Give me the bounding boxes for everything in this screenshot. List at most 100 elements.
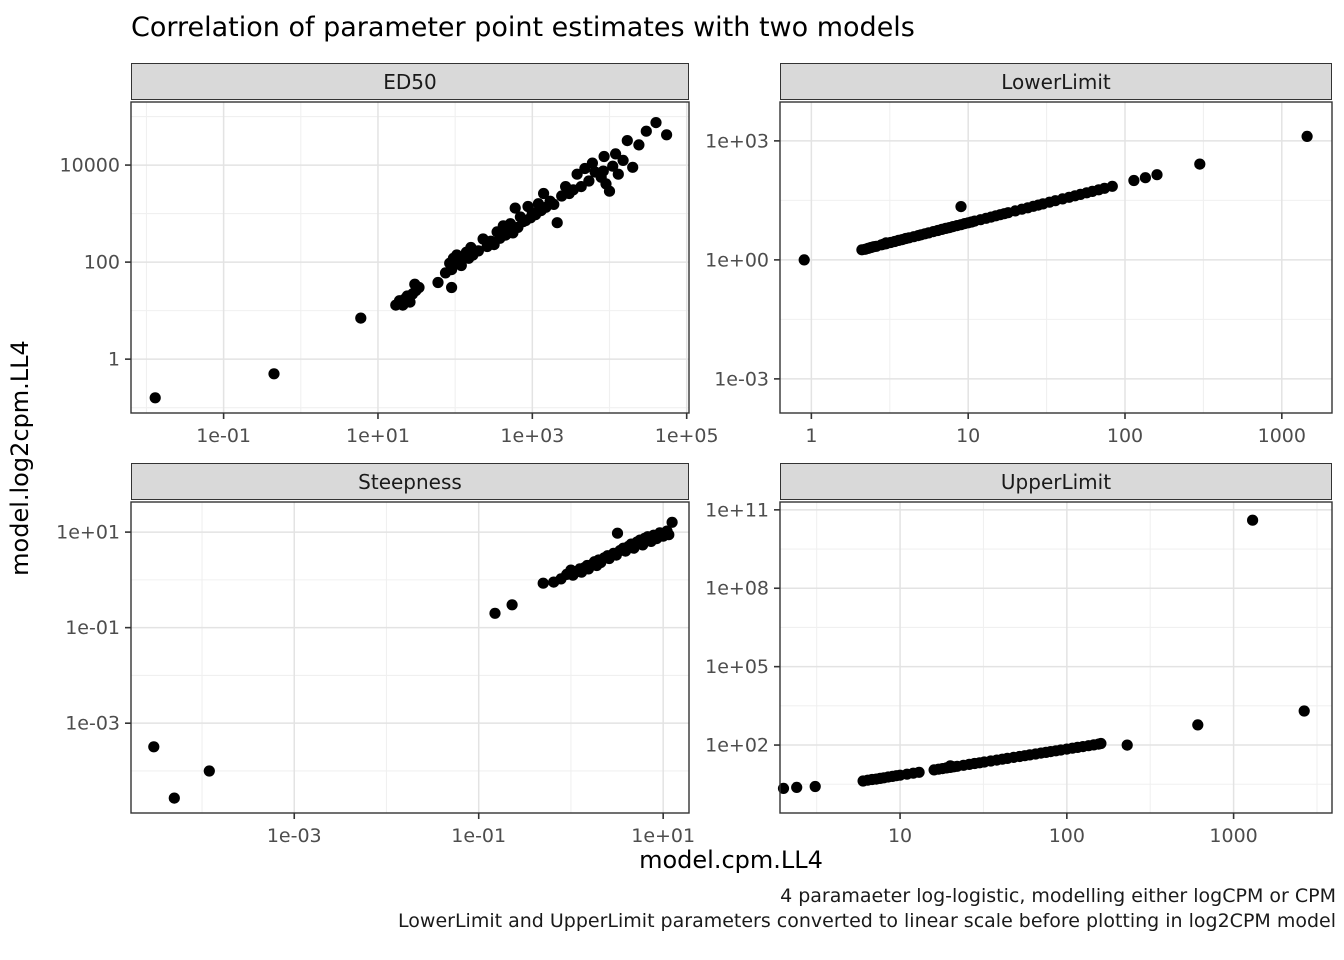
data-point — [913, 766, 925, 778]
points-layer — [149, 117, 673, 404]
y-tick-label: 1e-01 — [65, 617, 120, 639]
data-point — [1106, 180, 1118, 192]
y-tick-label: 1 — [108, 349, 120, 371]
y-tick-label: 100 — [84, 252, 120, 274]
facet-strip-label: ED50 — [383, 69, 437, 94]
data-point — [409, 278, 421, 290]
panel-background — [131, 102, 689, 413]
x-axis-title: model.cpm.LL4 — [639, 846, 823, 874]
data-point — [149, 392, 161, 404]
data-point — [489, 607, 501, 619]
x-tick-label: 1e+03 — [500, 425, 564, 447]
data-point — [633, 139, 645, 151]
x-tick-label: 1e-03 — [267, 825, 322, 847]
data-point — [809, 780, 821, 793]
data-point — [268, 368, 280, 380]
data-point — [640, 125, 652, 137]
facet-panel-ed50: 1e-01 1e+01 1e+03 1e+05 10000 100 1 — [60, 101, 719, 447]
data-point — [650, 117, 662, 129]
data-point — [1298, 705, 1310, 717]
y-tick-label: 1e+01 — [56, 522, 120, 544]
data-point — [1139, 172, 1151, 184]
data-point — [663, 529, 675, 541]
y-tick-label: 1e+11 — [705, 499, 769, 521]
panel-border — [779, 101, 1333, 414]
x-tick-label: 1000 — [1258, 425, 1306, 447]
data-point — [355, 312, 367, 324]
facet-strip-label: LowerLimit — [1001, 69, 1111, 94]
data-point — [203, 765, 215, 777]
plot-title: Correlation of parameter point estimates… — [131, 12, 915, 43]
data-point — [1095, 737, 1107, 750]
data-point — [432, 276, 444, 289]
data-point — [575, 181, 587, 193]
facet-strip-lowerlimit: LowerLimit — [780, 63, 1332, 100]
data-point — [1192, 719, 1204, 731]
x-tick-label: 10 — [956, 425, 980, 447]
panel-border — [130, 501, 690, 814]
data-point — [1121, 739, 1133, 751]
data-point — [506, 599, 518, 611]
panel-background — [780, 102, 1332, 413]
points-layer — [777, 514, 1310, 795]
data-point — [1301, 130, 1313, 142]
data-point — [537, 577, 549, 589]
x-tick-label: 1 — [805, 425, 817, 447]
facet-panel-upperlimit: 10 100 1000 1e+11 1e+08 1e+05 1e+02 — [705, 499, 1333, 847]
caption-line-2: LowerLimit and UpperLimit parameters con… — [398, 910, 1336, 932]
data-point — [598, 150, 610, 163]
y-tick-label: 1e+05 — [705, 656, 769, 678]
data-point — [1128, 174, 1140, 187]
data-point — [586, 157, 599, 169]
panel-border — [779, 501, 1333, 814]
caption-line-1: 4 paramaeter log-logistic, modelling eit… — [780, 885, 1336, 907]
data-point — [621, 135, 633, 147]
panel-background — [131, 502, 689, 813]
data-point — [148, 741, 160, 753]
y-tick-label: 1e+00 — [705, 249, 769, 271]
data-point — [571, 168, 583, 180]
facet-panel-lowerlimit: 1 10 100 1000 1e+03 1e+00 1e-03 — [705, 101, 1333, 447]
data-point — [509, 202, 521, 214]
data-point — [611, 527, 624, 539]
data-point — [168, 792, 180, 804]
panel-border — [130, 101, 690, 414]
y-tick-label: 10000 — [60, 155, 120, 177]
x-tick-label: 1e+05 — [655, 425, 719, 447]
y-axis-title: model.log2cpm.LL4 — [6, 340, 34, 576]
plot-caption: 4 paramaeter log-logistic, modelling eit… — [398, 884, 1336, 934]
data-point — [603, 185, 616, 197]
y-tick-label: 1e+03 — [705, 130, 769, 152]
facet-strip-label: Steepness — [358, 469, 462, 494]
facet-strip-ed50: ED50 — [131, 63, 689, 100]
x-tick-label: 1e-01 — [196, 425, 251, 447]
points-layer — [148, 516, 678, 804]
data-point — [455, 259, 467, 272]
y-tick-label: 1e+02 — [705, 735, 769, 757]
data-point — [548, 198, 560, 210]
data-point — [1247, 514, 1259, 526]
data-point — [612, 168, 624, 180]
data-point — [446, 281, 458, 294]
data-point — [607, 160, 619, 172]
data-point — [955, 201, 967, 213]
data-point — [1194, 158, 1206, 170]
panel-background — [780, 502, 1332, 813]
x-tick-label: 1000 — [1209, 825, 1257, 847]
x-tick-label: 100 — [1049, 825, 1085, 847]
data-point — [627, 161, 639, 173]
y-tick-label: 1e+08 — [705, 578, 769, 600]
y-tick-label: 1e-03 — [714, 368, 769, 390]
facet-panel-steepness: 1e-03 1e-01 1e+01 1e+01 1e-01 1e-03 — [56, 501, 695, 847]
x-tick-label: 100 — [1107, 425, 1143, 447]
data-point — [597, 165, 609, 177]
data-point — [551, 217, 563, 229]
data-point — [791, 781, 803, 794]
facet-strip-upperlimit: UpperLimit — [780, 463, 1332, 500]
data-point — [583, 175, 595, 187]
data-point — [666, 516, 678, 528]
data-point — [798, 254, 810, 266]
x-tick-label: 10 — [888, 825, 912, 847]
